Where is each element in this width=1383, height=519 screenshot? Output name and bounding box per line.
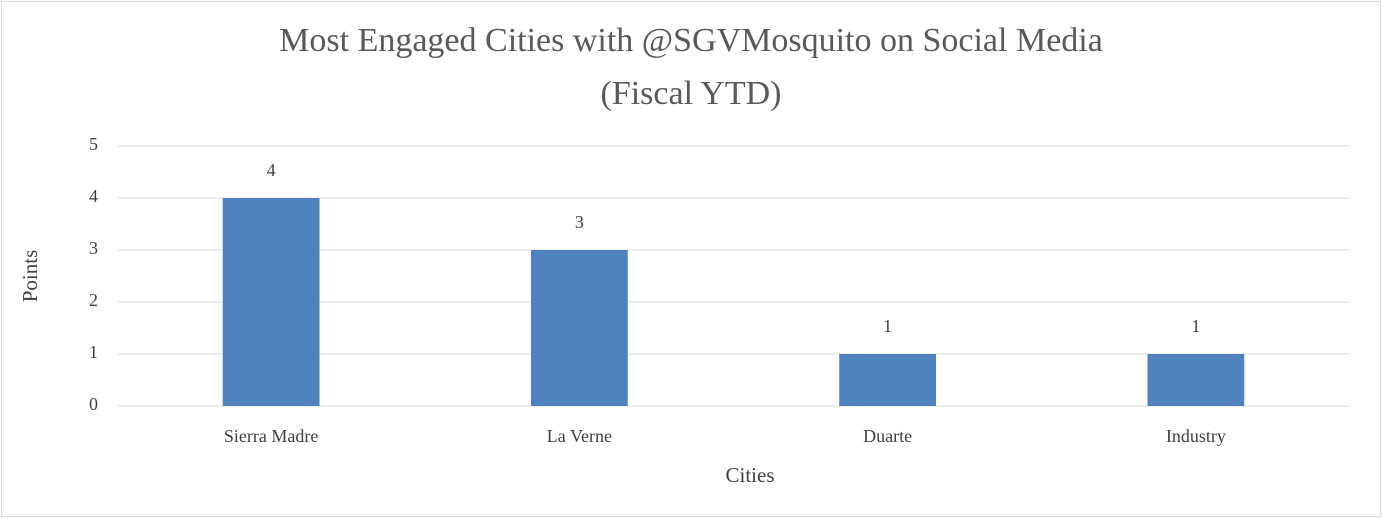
y-tick-label: 3	[89, 238, 98, 258]
x-tick-label: La Verne	[547, 426, 612, 446]
bar	[839, 354, 937, 406]
y-tick-label: 0	[89, 394, 98, 414]
data-label: 4	[267, 160, 276, 180]
y-tick-label: 1	[89, 342, 98, 362]
data-label: 1	[883, 316, 892, 336]
bar	[1147, 354, 1245, 406]
x-axis-title: Cities	[725, 463, 774, 487]
y-tick-label: 2	[89, 290, 98, 310]
x-tick-label: Duarte	[863, 426, 912, 446]
chart-title: (Fiscal YTD)	[601, 75, 782, 112]
bar	[222, 198, 320, 406]
bar	[530, 250, 628, 406]
y-tick-label: 5	[89, 134, 98, 154]
x-tick-label: Industry	[1166, 426, 1226, 446]
x-tick-label: Sierra Madre	[224, 426, 318, 446]
y-axis-title: Points	[18, 250, 42, 303]
chart-title: Most Engaged Cities with @SGVMosquito on…	[279, 22, 1103, 59]
data-label: 1	[1191, 316, 1200, 336]
data-label: 3	[575, 212, 584, 232]
y-tick-label: 4	[89, 186, 98, 206]
